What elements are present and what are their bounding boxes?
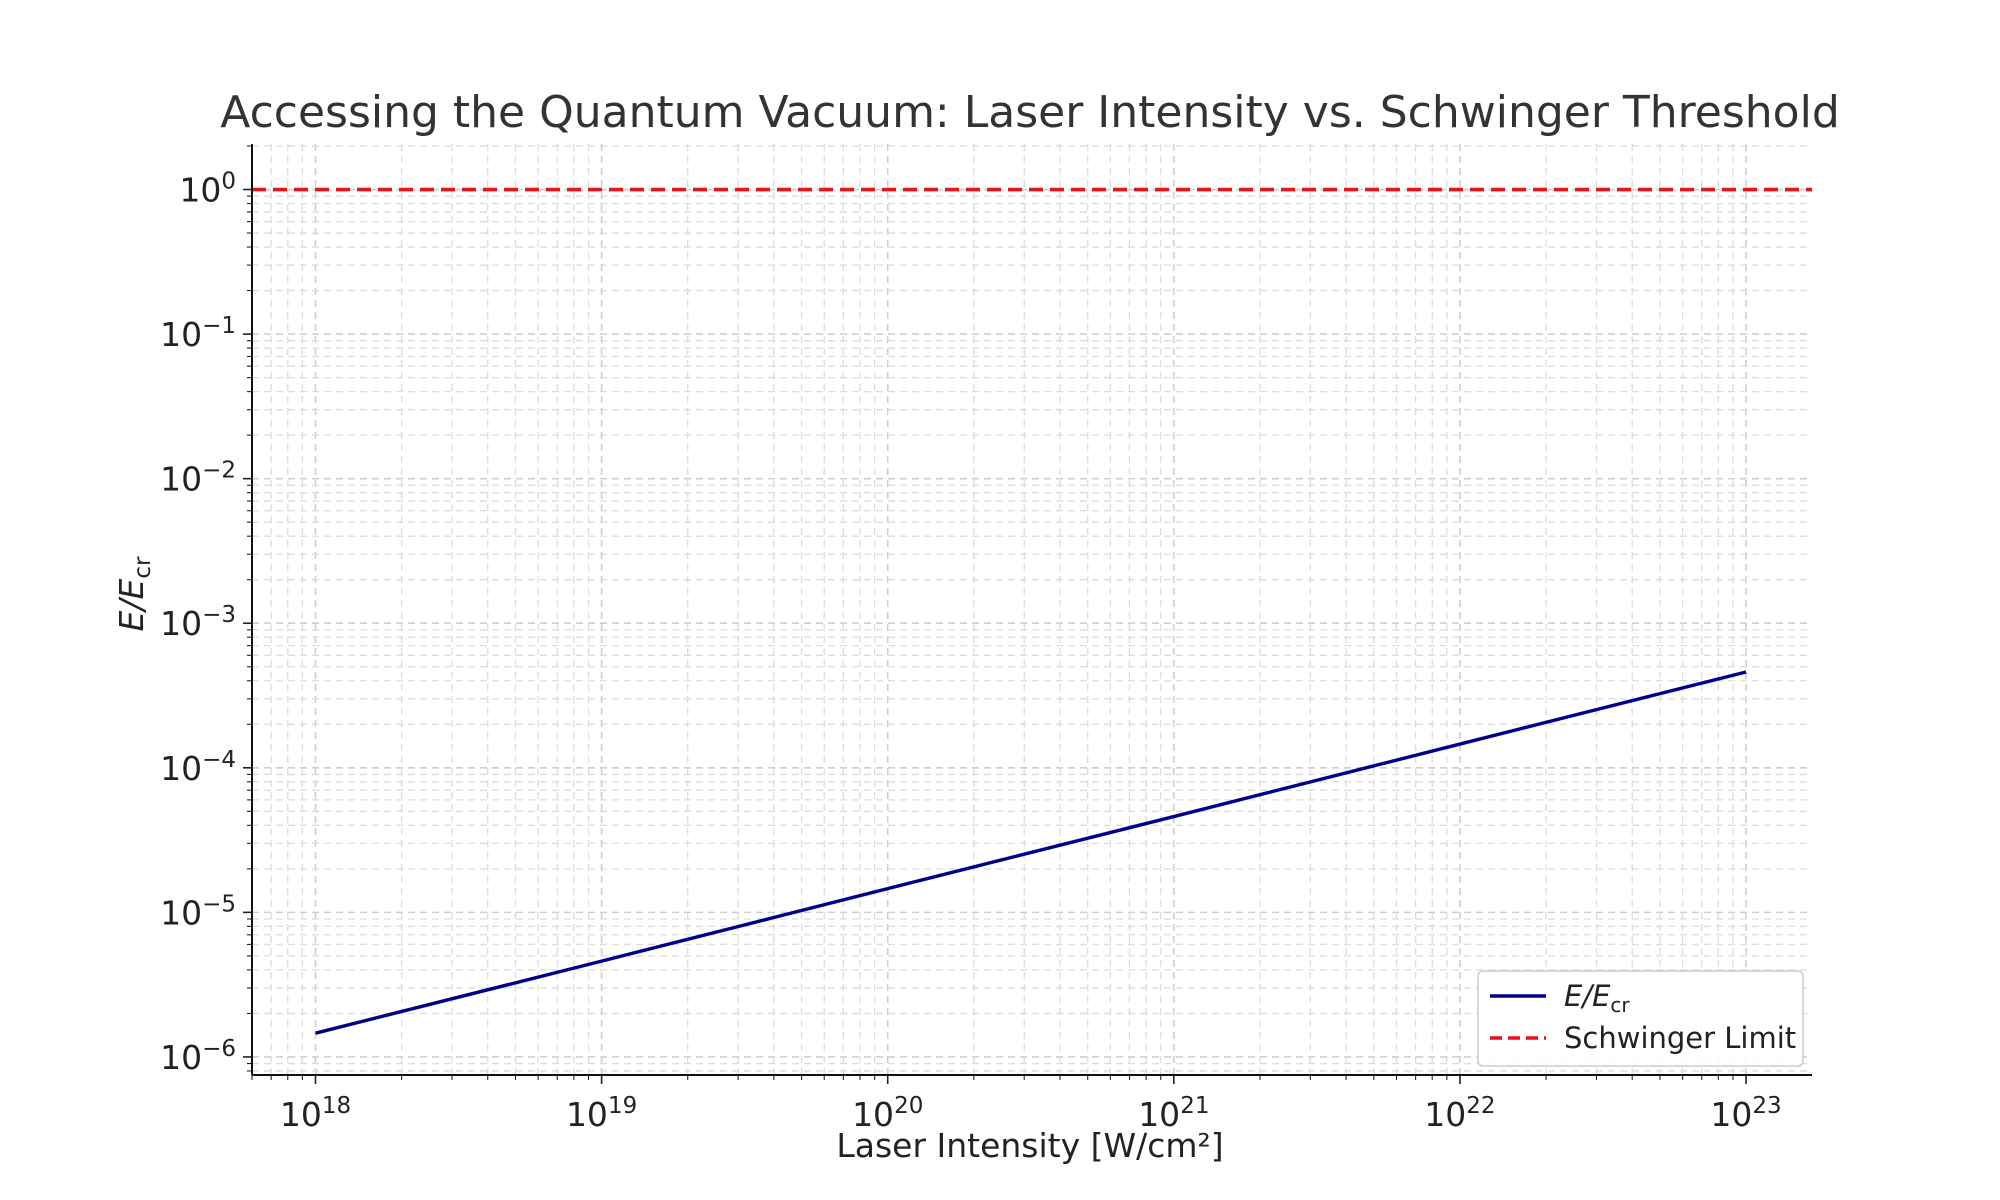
legend-box	[1477, 970, 1804, 1067]
y-axis-label: E/Ecr	[112, 556, 156, 631]
x-tick-label: 1022	[1424, 1093, 1495, 1134]
x-tick-label: 1019	[566, 1093, 637, 1134]
y-tick-label: 10−4	[160, 747, 236, 788]
tick-layer: 1018 1019 1020 1021 1022 1023 100 10−1 10−2 10−3 1…	[160, 169, 1782, 1134]
y-tick-label: 10−3	[160, 602, 236, 643]
legend-label: E/Ecr	[1564, 979, 1630, 1017]
y-tick-label: 10−6	[160, 1036, 236, 1077]
legend-label: Schwinger Limit	[1564, 1021, 1796, 1055]
y-tick-label: 10−1	[160, 313, 236, 354]
y-tick-label: 10−5	[160, 891, 236, 932]
x-tick-label: 1020	[852, 1093, 923, 1134]
x-tick-label: 1018	[280, 1093, 351, 1134]
field-ratio-line	[315, 670, 1747, 1035]
x-tick-label: 1021	[1138, 1093, 1209, 1134]
y-tick-label: 100	[179, 169, 236, 210]
grid-layer	[251, 144, 1812, 1075]
series-layer	[252, 187, 1812, 1035]
legend: E/Ecr Schwinger Limit	[1477, 970, 1804, 1067]
chart-title: Accessing the Quantum Vacuum: Laser Inte…	[220, 87, 1840, 138]
axes-layer	[243, 144, 1812, 1084]
y-tick-label: 10−2	[160, 458, 236, 499]
x-axis-label: Laser Intensity [W/cm²]	[836, 1126, 1223, 1165]
x-tick-label: 1023	[1710, 1093, 1781, 1134]
